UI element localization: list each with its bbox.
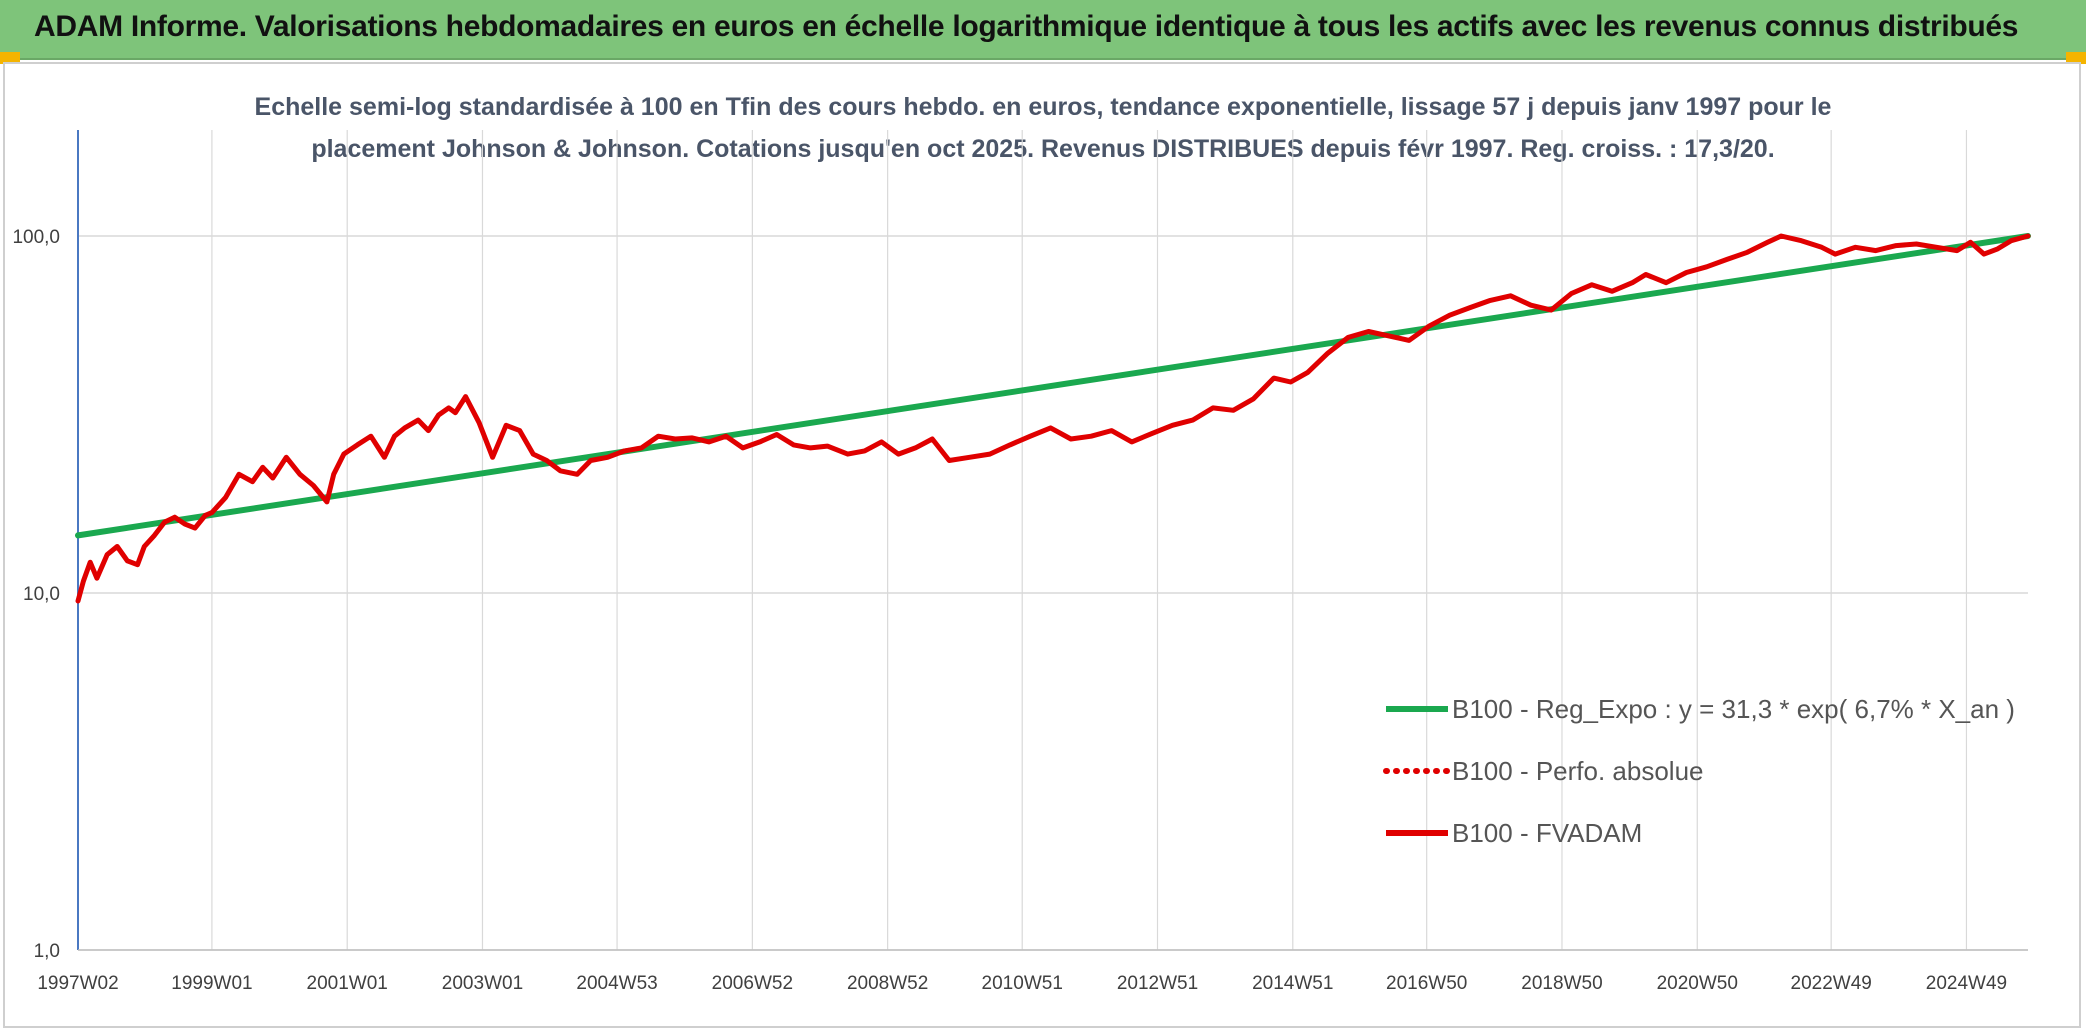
y-tick-labels: 1,0 10,0 100,0 bbox=[12, 227, 60, 962]
corner-marker-left bbox=[0, 52, 20, 64]
legend-label: B100 - Perfo. absolue bbox=[1452, 756, 1704, 786]
legend: B100 - Reg_Expo : y = 31,3 * exp( 6,7% *… bbox=[1383, 694, 2015, 848]
series-line-0 bbox=[75, 233, 2031, 539]
report-title: ADAM Informe. Valorisations hebdomadaire… bbox=[34, 10, 2019, 43]
report-banner: ADAM Informe. Valorisations hebdomadaire… bbox=[0, 0, 2086, 60]
x-tick-label: 2014W51 bbox=[1252, 973, 1333, 994]
axes bbox=[77, 130, 2028, 951]
series-layer bbox=[75, 233, 2031, 604]
x-tick-label: 2020W50 bbox=[1657, 973, 1738, 994]
x-tick-label: 2004W53 bbox=[576, 973, 657, 994]
series-line-2 bbox=[75, 233, 2031, 604]
x-tick-label: 1999W01 bbox=[171, 973, 252, 994]
x-tick-label: 2024W49 bbox=[1926, 973, 2007, 994]
x-tick-labels: 1997W02 1999W01 2001W01 2003W01 2004W53 2006W… bbox=[37, 973, 2007, 994]
chart-subtitle: Echelle semi-log standardisée à 100 en T… bbox=[0, 86, 2086, 170]
x-tick-label: 1997W02 bbox=[37, 973, 118, 994]
y-tick-label: 100,0 bbox=[12, 227, 60, 248]
x-tick-label: 2001W01 bbox=[307, 973, 388, 994]
chart-subtitle-line-2: placement Johnson & Johnson. Cotations j… bbox=[311, 135, 1775, 163]
chart-frame bbox=[3, 62, 2081, 1028]
legend-label: B100 - Reg_Expo : y = 31,3 * exp( 6,7% *… bbox=[1452, 694, 2015, 724]
x-tick-label: 2016W50 bbox=[1386, 973, 1467, 994]
x-tick-label: 2012W51 bbox=[1117, 973, 1198, 994]
x-tick-label: 2003W01 bbox=[442, 973, 523, 994]
legend-label: B100 - FVADAM bbox=[1452, 818, 1642, 848]
x-tick-label: 2010W51 bbox=[982, 973, 1063, 994]
x-tick-label: 2008W52 bbox=[847, 973, 928, 994]
x-tick-label: 2022W49 bbox=[1791, 973, 1872, 994]
x-tick-label: 2006W52 bbox=[712, 973, 793, 994]
x-tick-label: 2018W50 bbox=[1521, 973, 1602, 994]
chart-subtitle-line-1: Echelle semi-log standardisée à 100 en T… bbox=[254, 93, 1832, 121]
grid-lines bbox=[77, 130, 2028, 951]
y-tick-label: 10,0 bbox=[23, 584, 60, 605]
y-tick-label: 1,0 bbox=[34, 941, 60, 962]
corner-marker-right bbox=[2066, 52, 2086, 64]
